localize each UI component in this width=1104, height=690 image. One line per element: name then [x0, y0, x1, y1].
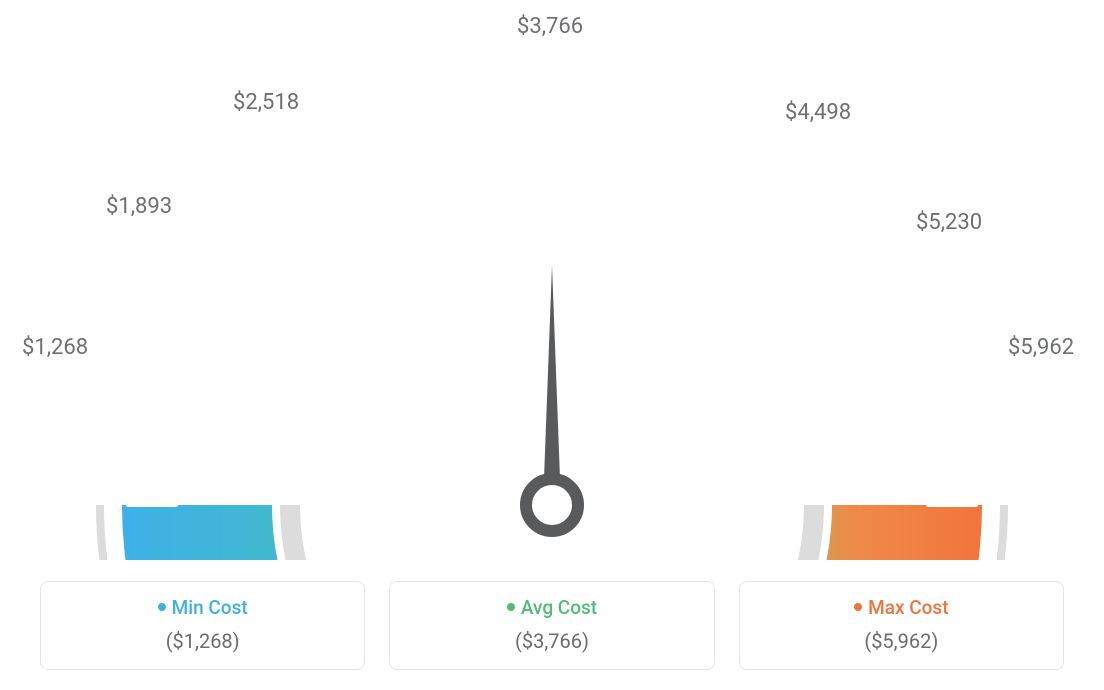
legend-min-card: Min Cost ($1,268): [40, 581, 365, 670]
dot-icon: [507, 603, 515, 611]
tick-label-4: $4,498: [785, 100, 851, 125]
gauge-svg: [0, 0, 1104, 560]
legend-avg-value: ($3,766): [400, 629, 703, 653]
legend-max-value: ($5,962): [750, 629, 1053, 653]
legend-min-title-text: Min Cost: [172, 596, 248, 619]
legend-max-title: Max Cost: [750, 596, 1053, 619]
legend-max-title-text: Max Cost: [868, 596, 948, 619]
gauge: $1,268 $1,893 $2,518 $3,766 $4,498 $5,23…: [0, 0, 1104, 560]
legend-row: Min Cost ($1,268) Avg Cost ($3,766) Max …: [40, 581, 1064, 670]
tick-label-0: $1,268: [22, 335, 88, 360]
dot-icon: [854, 603, 862, 611]
dot-icon: [158, 603, 166, 611]
tick-label-6: $5,962: [1008, 335, 1074, 360]
tick-label-2: $2,518: [233, 90, 299, 115]
tick-label-3: $3,766: [517, 14, 583, 39]
legend-min-title: Min Cost: [51, 596, 354, 619]
legend-avg-title: Avg Cost: [400, 596, 703, 619]
chart-container: $1,268 $1,893 $2,518 $3,766 $4,498 $5,23…: [0, 0, 1104, 690]
tick-label-5: $5,230: [916, 210, 982, 235]
legend-avg-title-text: Avg Cost: [521, 596, 597, 619]
legend-max-card: Max Cost ($5,962): [739, 581, 1064, 670]
tick-label-1: $1,893: [106, 194, 172, 219]
legend-min-value: ($1,268): [51, 629, 354, 653]
legend-avg-card: Avg Cost ($3,766): [389, 581, 714, 670]
